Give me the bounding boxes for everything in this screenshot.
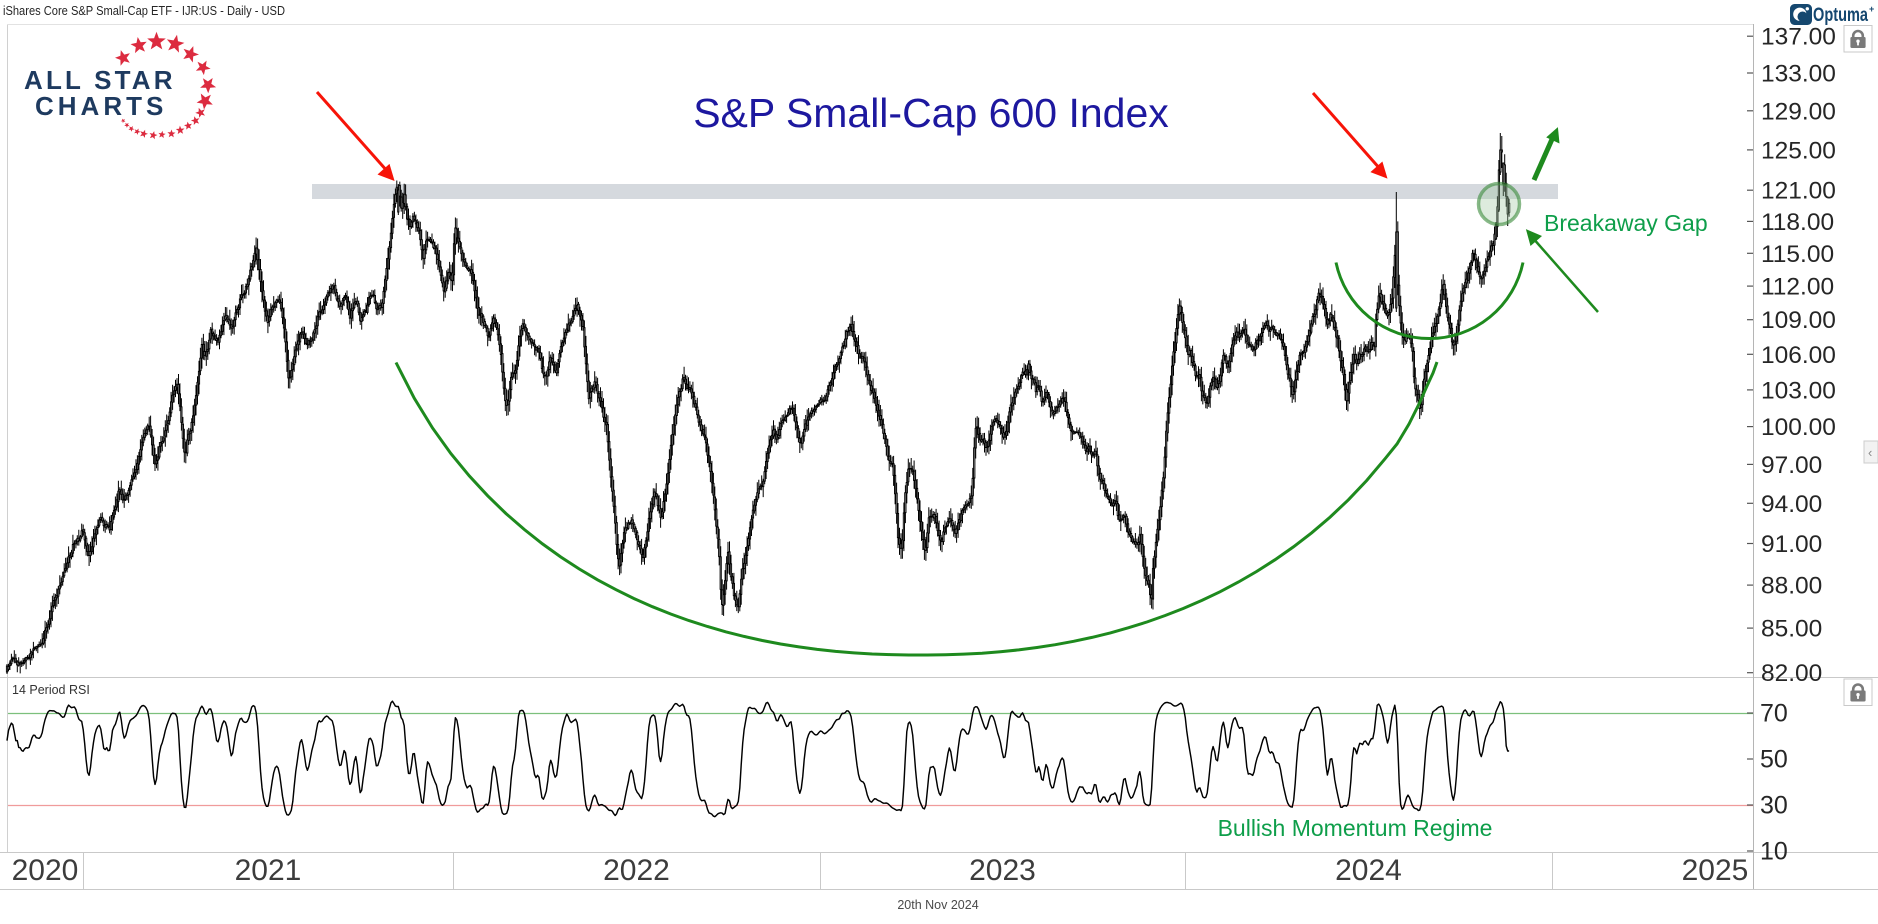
svg-text:125.00: 125.00: [1761, 137, 1836, 164]
svg-text:CHARTS: CHARTS: [35, 91, 167, 121]
svg-text:82.00: 82.00: [1761, 660, 1822, 687]
svg-text:Breakaway Gap: Breakaway Gap: [1544, 210, 1708, 236]
svg-text:10: 10: [1760, 838, 1788, 866]
svg-text:iShares Core S&P Small-Cap ETF: iShares Core S&P Small-Cap ETF - IJR:US …: [3, 4, 285, 18]
svg-text:115.00: 115.00: [1761, 241, 1834, 268]
svg-text:ALL STAR: ALL STAR: [24, 65, 176, 95]
svg-text:137.00: 137.00: [1761, 24, 1836, 51]
svg-text:129.00: 129.00: [1761, 98, 1836, 125]
svg-text:88.00: 88.00: [1761, 573, 1822, 600]
svg-text:14 Period RSI: 14 Period RSI: [12, 683, 90, 697]
svg-text:70: 70: [1760, 700, 1788, 728]
svg-text:2023: 2023: [969, 854, 1036, 887]
svg-text:2020: 2020: [12, 854, 79, 887]
svg-text:30: 30: [1760, 792, 1788, 820]
svg-text:2022: 2022: [603, 854, 670, 887]
svg-text:103.00: 103.00: [1761, 377, 1836, 404]
svg-text:85.00: 85.00: [1761, 616, 1822, 643]
svg-text:2024: 2024: [1335, 854, 1402, 887]
svg-text:106.00: 106.00: [1761, 342, 1836, 369]
svg-text:Optuma: Optuma: [1813, 5, 1868, 26]
svg-text:2025: 2025: [1682, 854, 1749, 887]
svg-text:2021: 2021: [235, 854, 302, 887]
svg-text:‹: ‹: [1868, 445, 1872, 460]
svg-text:112.00: 112.00: [1761, 274, 1834, 301]
svg-text:97.00: 97.00: [1761, 452, 1822, 479]
svg-text:20th Nov 2024: 20th Nov 2024: [897, 898, 978, 912]
svg-text:133.00: 133.00: [1761, 61, 1836, 88]
svg-text:S&P Small-Cap 600 Index: S&P Small-Cap 600 Index: [693, 90, 1169, 136]
svg-text:50: 50: [1760, 746, 1788, 774]
svg-text:118.00: 118.00: [1761, 209, 1834, 236]
svg-text:91.00: 91.00: [1761, 531, 1822, 558]
svg-text:100.00: 100.00: [1761, 414, 1836, 441]
svg-text:94.00: 94.00: [1761, 491, 1822, 518]
svg-text:121.00: 121.00: [1761, 178, 1836, 205]
svg-text:Bullish Momentum Regime: Bullish Momentum Regime: [1218, 815, 1493, 841]
svg-text:109.00: 109.00: [1761, 307, 1836, 334]
svg-text:+: +: [1869, 4, 1874, 14]
